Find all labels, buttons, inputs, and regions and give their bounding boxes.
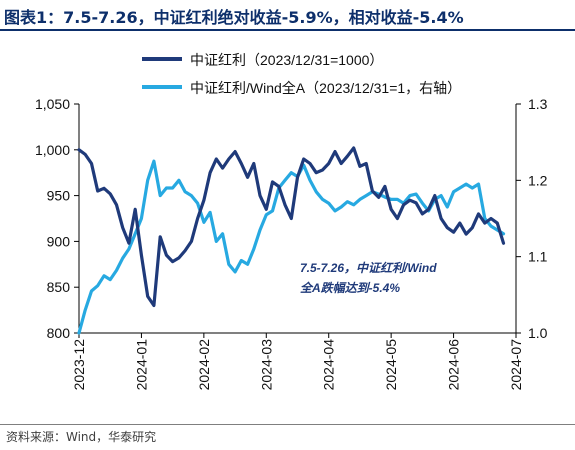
y-right-tick-label: 1.3 xyxy=(528,96,548,112)
x-tick-label: 2024-06 xyxy=(446,339,462,391)
series-line-csi-dividend xyxy=(77,146,506,308)
y-right-tick-label: 1.1 xyxy=(528,249,548,265)
chart-title: 图表1：7.5-7.26，中证红利绝对收益-5.9%，相对收益-5.4% xyxy=(4,8,464,27)
source-note: 资料来源：Wind，华泰研究 xyxy=(6,430,157,444)
x-tick-label: 2024-04 xyxy=(321,339,337,391)
x-tick-label: 2024-03 xyxy=(258,339,274,391)
y-left-tick-label: 850 xyxy=(47,279,71,295)
y-left-tick-label: 800 xyxy=(47,325,71,341)
x-tick-label: 2024-05 xyxy=(383,339,399,391)
source-rule xyxy=(0,424,575,425)
legend-label-light: 中证红利/Wind全A（2023/12/31=1，右轴） xyxy=(190,80,461,96)
x-tick-label: 2024-01 xyxy=(133,339,149,391)
annotation-line-1: 7.5-7.26，中证红利/Wind xyxy=(300,261,437,275)
series-layer xyxy=(77,146,506,335)
legend-label-dark: 中证红利（2023/12/31=1000） xyxy=(190,52,383,68)
y-left-tick-label: 950 xyxy=(47,188,71,204)
x-tick-label: 2023-12 xyxy=(71,339,87,391)
annotation-line-2: 全A跌幅达到-5.4% xyxy=(300,281,400,295)
y-right-tick-label: 1.0 xyxy=(528,325,548,341)
y-left-tick-label: 900 xyxy=(47,233,71,249)
title-rule xyxy=(0,29,575,31)
legend: 中证红利（2023/12/31=1000） 中证红利/Wind全A（2023/1… xyxy=(142,52,461,96)
x-tick-label: 2024-07 xyxy=(508,339,524,391)
series-line-relative-ratio xyxy=(77,159,506,335)
x-tick-label: 2024-02 xyxy=(196,339,212,391)
chart-area: 800 850 900 950 1,000 1,050 1.0 1.1 1.2 1.3 2023-1… xyxy=(35,52,548,390)
y-right-tick-label: 1.2 xyxy=(528,172,548,188)
y-left-tick-label: 1,050 xyxy=(35,96,70,112)
y-left-tick-label: 1,000 xyxy=(35,142,70,158)
annotation: 7.5-7.26，中证红利/Wind 全A跌幅达到-5.4% xyxy=(300,261,437,295)
axes: 800 850 900 950 1,000 1,050 1.0 1.1 1.2 1.3 2023-1… xyxy=(35,96,548,390)
